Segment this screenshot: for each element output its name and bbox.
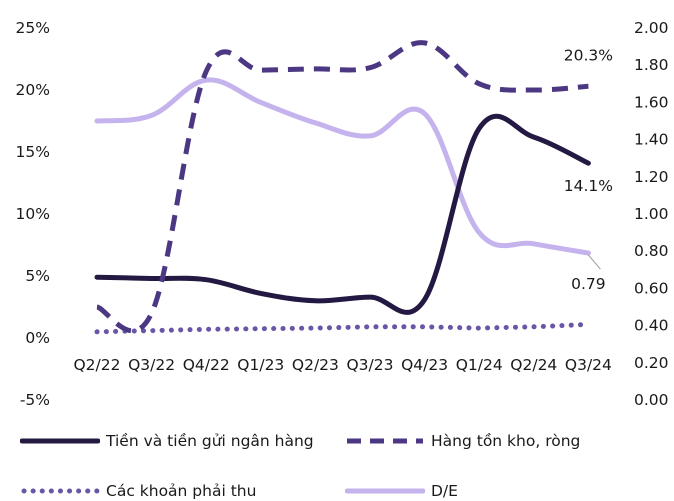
right-axis-tick-label: 1.00 bbox=[634, 205, 669, 223]
legend-item-de: D/E bbox=[345, 482, 458, 500]
x-axis-tick-label: Q2/22 bbox=[73, 356, 120, 374]
left-axis-tick-label: 15% bbox=[16, 143, 50, 161]
x-axis-tick-label: Q2/23 bbox=[292, 356, 339, 374]
series-line-0 bbox=[94, 113, 591, 315]
right-axis-ticks: 0.00 0.20 0.40 0.60 0.80 1.00 1.20 1.40 1.60 1.80… bbox=[634, 19, 669, 409]
legend-swatch-solid-light bbox=[345, 488, 425, 494]
x-axis-ticks: Q2/22 Q3/22 Q4/22 Q1/23 Q2/23 Q3/23 Q4/23 Q1/24… bbox=[73, 356, 611, 374]
legend-item-inventory: Hàng tồn kho, ròng bbox=[345, 432, 580, 450]
x-axis-tick-label: Q3/24 bbox=[565, 356, 612, 374]
data-label: 0.79 bbox=[571, 275, 606, 293]
left-axis-tick-label: 10% bbox=[16, 205, 50, 223]
right-axis-tick-label: 1.20 bbox=[634, 168, 669, 186]
line-chart: -5% 0% 5% 10% 15% 20% 25% 0.00 0.20 0.40 0.60 0.80… bbox=[16, 19, 669, 409]
left-axis-tick-label: 25% bbox=[16, 19, 50, 37]
x-axis-tick-label: Q4/22 bbox=[183, 356, 230, 374]
right-axis-tick-label: 2.00 bbox=[634, 19, 669, 37]
legend-label: Các khoản phải thu bbox=[106, 482, 257, 500]
left-axis-tick-label: 5% bbox=[25, 267, 50, 285]
right-axis-tick-label: 0.40 bbox=[634, 317, 669, 335]
right-axis-tick-label: 1.80 bbox=[634, 56, 669, 74]
legend-label: Hàng tồn kho, ròng bbox=[431, 432, 581, 450]
left-axis-ticks: -5% 0% 5% 10% 15% 20% 25% bbox=[16, 19, 50, 409]
series-lines bbox=[94, 40, 591, 335]
legend-item-receivables: Các khoản phải thu bbox=[20, 482, 256, 500]
left-axis-tick-label: 20% bbox=[16, 81, 50, 99]
data-label: 20.3% bbox=[564, 46, 613, 64]
x-axis-tick-label: Q3/23 bbox=[346, 356, 393, 374]
left-axis-tick-label: 0% bbox=[25, 329, 50, 347]
data-label: 14.1% bbox=[564, 177, 613, 195]
left-axis-tick-label: -5% bbox=[20, 391, 50, 409]
x-axis-tick-label: Q1/24 bbox=[456, 356, 503, 374]
annotation-leader bbox=[588, 254, 601, 270]
legend-swatch-dotted bbox=[21, 488, 100, 494]
right-axis-tick-label: 0.80 bbox=[634, 242, 669, 260]
legend-item-cash: Tiền và tiền gửi ngân hàng bbox=[20, 432, 314, 450]
right-axis-tick-label: 0.00 bbox=[634, 391, 669, 409]
legend-swatch-solid-dark bbox=[20, 438, 100, 444]
series-line-3 bbox=[94, 77, 591, 256]
x-axis-tick-label: Q2/24 bbox=[510, 356, 557, 374]
legend-swatch-dashed bbox=[347, 438, 423, 444]
x-axis-tick-label: Q1/23 bbox=[237, 356, 284, 374]
x-axis-tick-label: Q4/23 bbox=[401, 356, 448, 374]
legend-label: Tiền và tiền gửi ngân hàng bbox=[106, 432, 314, 450]
series-line-1 bbox=[96, 40, 589, 334]
right-axis-tick-label: 0.60 bbox=[634, 279, 669, 297]
right-axis-tick-label: 1.40 bbox=[634, 131, 669, 149]
right-axis-tick-label: 0.20 bbox=[634, 354, 669, 372]
series-line-2 bbox=[94, 321, 591, 335]
annotations: 20.3% 14.1% 0.79 bbox=[564, 46, 613, 293]
x-axis-tick-label: Q3/22 bbox=[128, 356, 175, 374]
right-axis-tick-label: 1.60 bbox=[634, 93, 669, 111]
legend: Tiền và tiền gửi ngân hàng Hàng tồn kho,… bbox=[0, 420, 674, 501]
legend-label: D/E bbox=[431, 482, 458, 500]
